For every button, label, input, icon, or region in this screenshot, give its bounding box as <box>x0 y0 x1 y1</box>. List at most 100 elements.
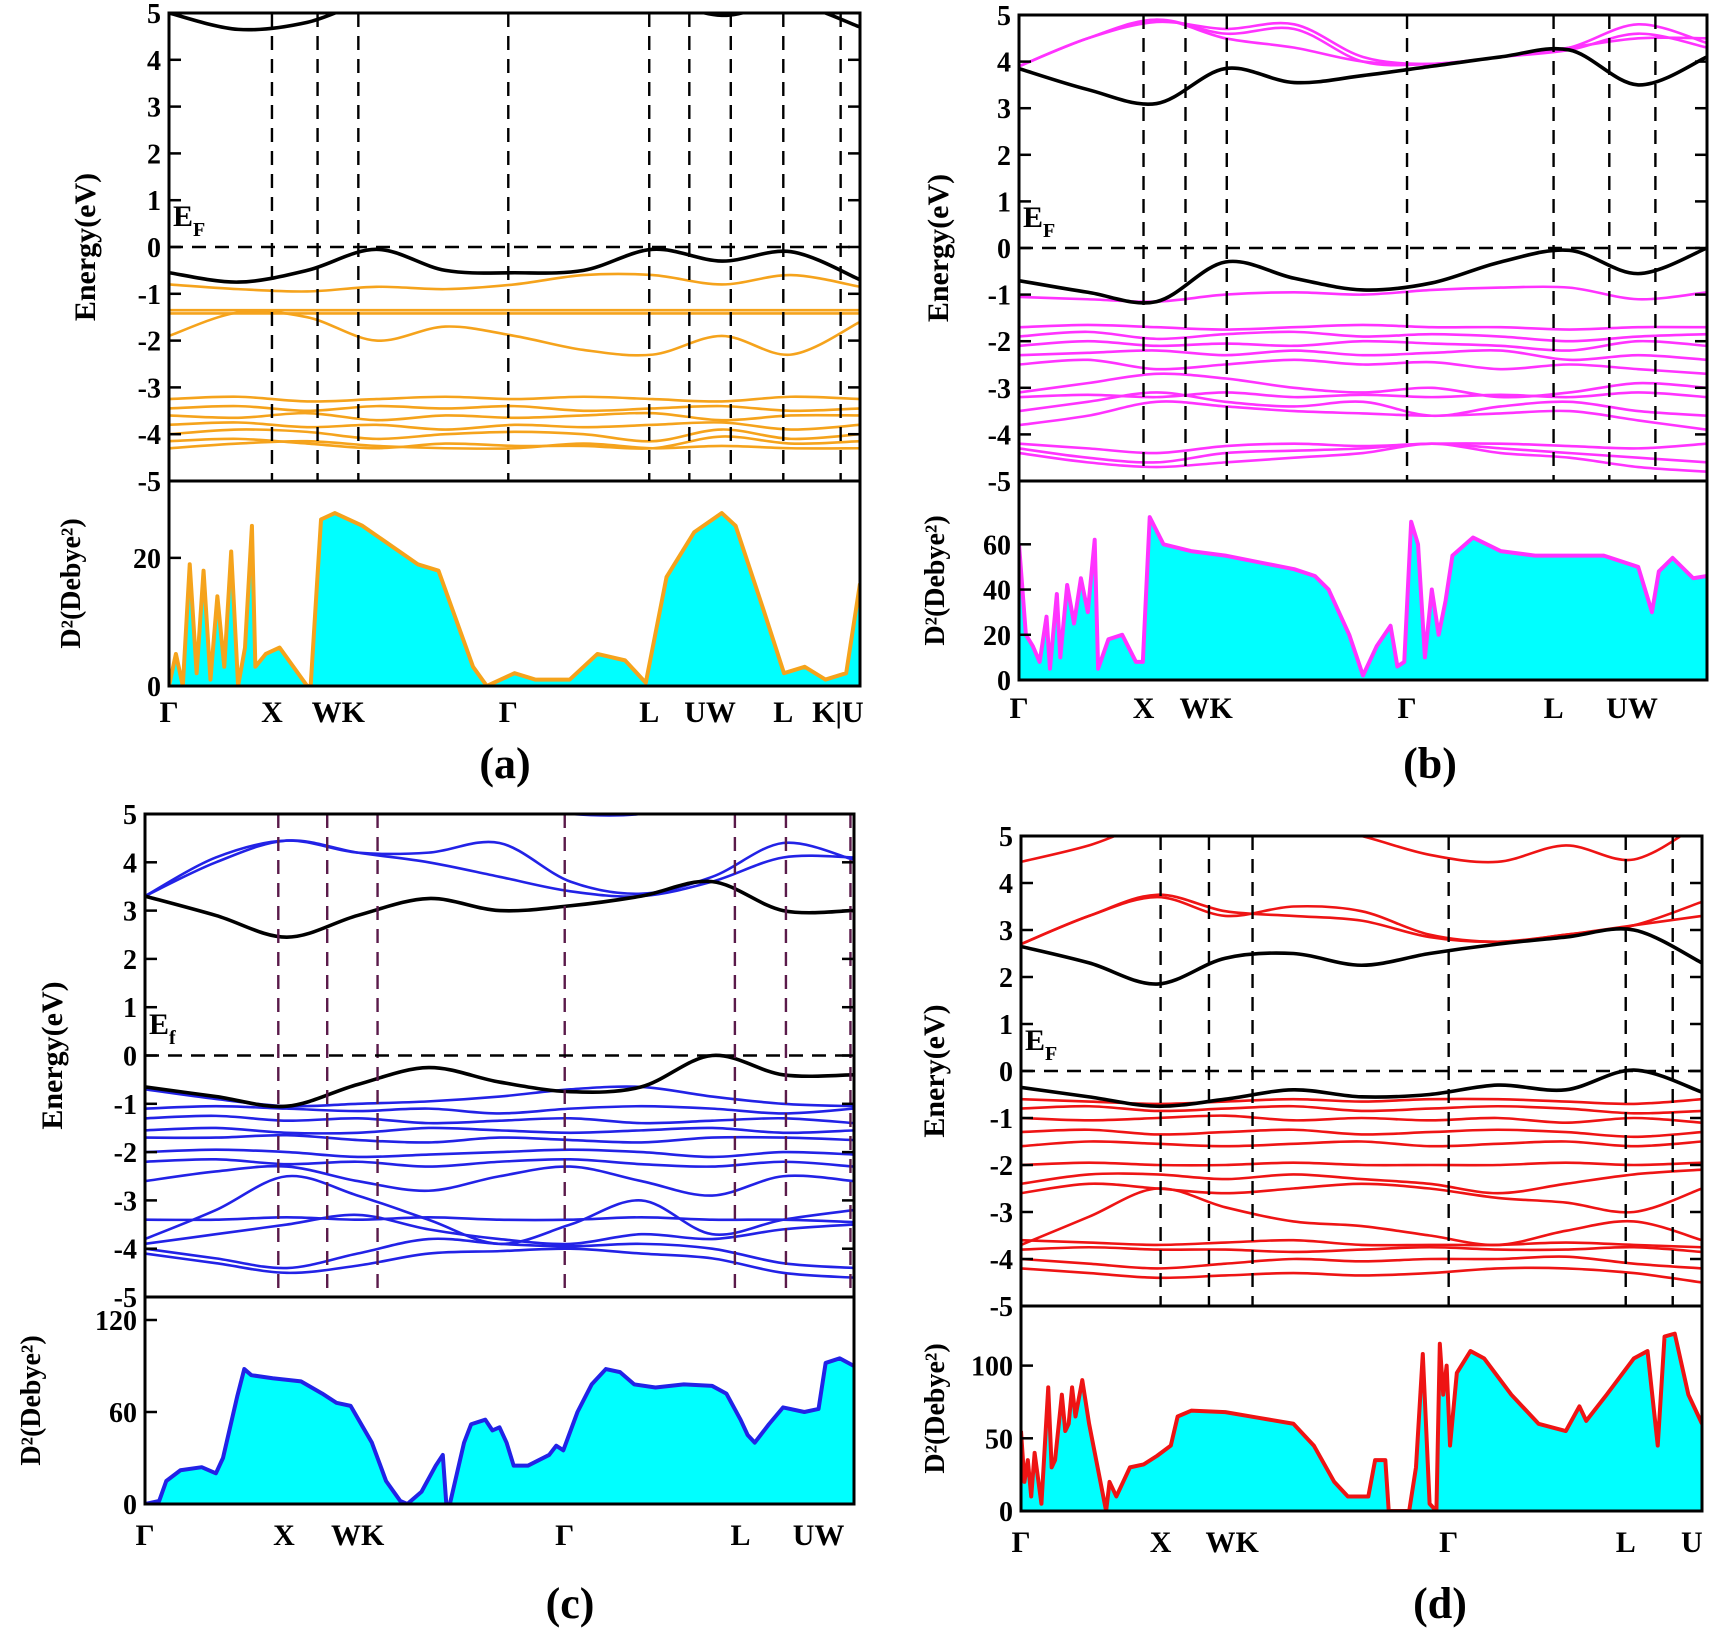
energy-tick-label: -2 <box>114 1138 137 1169</box>
kpoint-label: L <box>1544 692 1564 725</box>
dos-plot-frame <box>143 1295 856 1506</box>
highlight-band-line <box>145 1053 854 1109</box>
band-line <box>145 1114 854 1125</box>
dos-axis-label: D²(Debye²) <box>16 1335 47 1465</box>
highlight-band-line <box>1021 927 1702 986</box>
dos-plot <box>169 511 860 686</box>
dos-tick-label: 60 <box>109 1398 137 1429</box>
band-line <box>145 1213 854 1246</box>
kpoint-label: Γ <box>1011 1526 1030 1559</box>
band-line <box>1019 442 1707 464</box>
dos-tick-label: 120 <box>95 1306 137 1337</box>
band-line <box>1021 1104 1702 1115</box>
kpoint-label: X <box>1133 692 1155 725</box>
energy-tick-label: 3 <box>997 94 1011 125</box>
dos-axis-label: D²(Debye²) <box>920 1343 951 1473</box>
fermi-label: EF <box>1025 1024 1057 1065</box>
band-plot <box>1021 836 1702 1284</box>
energy-tick-label: -4 <box>114 1235 137 1266</box>
band-line <box>1021 1114 1702 1125</box>
energy-tick-label: -5 <box>988 467 1011 498</box>
band-line <box>1021 1168 1702 1195</box>
energy-tick-label: -2 <box>988 327 1011 358</box>
dos-line <box>1019 515 1707 678</box>
panel-d: EF -5 -4 -3 -2 -1 0 1 2 3 4 5 Enery(eV) 0 50 100 D²(Deby… <box>918 822 1704 1628</box>
dos-tick-label: 20 <box>983 621 1011 652</box>
band-plot <box>169 13 860 450</box>
energy-tick-label: -3 <box>988 374 1011 405</box>
energy-tick-label: -4 <box>138 420 161 451</box>
band-line <box>145 1237 854 1270</box>
panel-label: (c) <box>546 1579 595 1628</box>
energy-tick-label: -4 <box>990 1245 1013 1276</box>
energy-tick-label: -5 <box>114 1283 137 1314</box>
energy-tick-label: -5 <box>138 467 161 498</box>
energy-tick-label: 4 <box>997 48 1011 79</box>
energy-tick-label: -3 <box>114 1186 137 1217</box>
energy-tick-label: -1 <box>988 281 1011 312</box>
kpoint-label: Γ <box>1397 692 1416 725</box>
energy-tick-label: -3 <box>990 1198 1013 1229</box>
dos-plot <box>145 1356 854 1504</box>
kpoint-label: WK <box>1179 692 1233 725</box>
energy-tick-label: 5 <box>997 1 1011 32</box>
kpoint-label: WK <box>312 696 366 729</box>
dos-axis-label: D²(Debye²) <box>920 515 951 645</box>
fermi-label: EF <box>1023 201 1055 242</box>
kpoint-label: Γ <box>135 1519 154 1552</box>
dos-plot-frame <box>1017 479 1709 682</box>
kpoint-label: L <box>773 696 793 729</box>
energy-tick-label: 2 <box>147 139 161 170</box>
energy-tick-label: 4 <box>999 869 1013 900</box>
kpoint-label: UW <box>793 1519 845 1552</box>
energy-tick-label: 0 <box>147 233 161 264</box>
fermi-label-main: E <box>1025 1024 1045 1057</box>
panel-label: (b) <box>1403 739 1457 788</box>
band-line <box>1021 1140 1702 1148</box>
energy-tick-label: 3 <box>147 93 161 124</box>
kpoint-label: UW <box>1606 692 1658 725</box>
band-line <box>1019 323 1707 331</box>
kpoint-label: K|U <box>812 696 864 729</box>
energy-tick-label: 1 <box>999 1010 1013 1041</box>
energy-tick-label: 0 <box>997 234 1011 265</box>
kpoint-label: X <box>261 696 283 729</box>
band-line <box>1019 400 1707 432</box>
dos-line <box>1021 1331 1702 1511</box>
fermi-label-sub: F <box>1045 1043 1057 1065</box>
dos-plot-frame <box>1019 1304 1704 1513</box>
kpoint-label: Γ <box>1439 1526 1458 1559</box>
band-plot <box>1019 18 1707 473</box>
kpoint-label: U <box>1681 1526 1703 1559</box>
energy-tick-label: -1 <box>138 280 161 311</box>
energy-tick-label: 2 <box>997 141 1011 172</box>
band-line <box>145 1164 854 1197</box>
band-line <box>1021 1266 1702 1284</box>
band-line <box>1019 442 1707 455</box>
energy-axis-label: Energy(eV) <box>36 981 69 1129</box>
energy-tick-label: 5 <box>147 0 161 30</box>
energy-tick-label: -1 <box>114 1090 137 1121</box>
kpoint-label: UW <box>684 696 736 729</box>
highlight-band-line <box>145 879 854 939</box>
band-line <box>145 1247 854 1279</box>
kpoint-label: Γ <box>555 1519 574 1552</box>
band-line <box>1021 1238 1702 1249</box>
dos-plot <box>1021 1331 1702 1511</box>
energy-tick-label: -5 <box>990 1292 1013 1323</box>
energy-tick-label: 0 <box>999 1057 1013 1088</box>
dos-tick-label: 20 <box>133 544 161 575</box>
band-line <box>145 839 854 898</box>
band-line <box>145 1157 854 1168</box>
fermi-label-main: E <box>1023 201 1043 234</box>
fermi-label-sub: F <box>193 219 205 241</box>
band-line <box>169 439 860 450</box>
energy-tick-label: 2 <box>123 945 137 976</box>
band-line <box>1019 372 1707 399</box>
dos-line <box>145 1356 854 1504</box>
kpoint-label: L <box>639 696 659 729</box>
energy-tick-label: 3 <box>123 897 137 928</box>
band-line <box>169 310 860 357</box>
band-line <box>1019 391 1707 418</box>
energy-axis-label: Energy(eV) <box>922 174 955 322</box>
